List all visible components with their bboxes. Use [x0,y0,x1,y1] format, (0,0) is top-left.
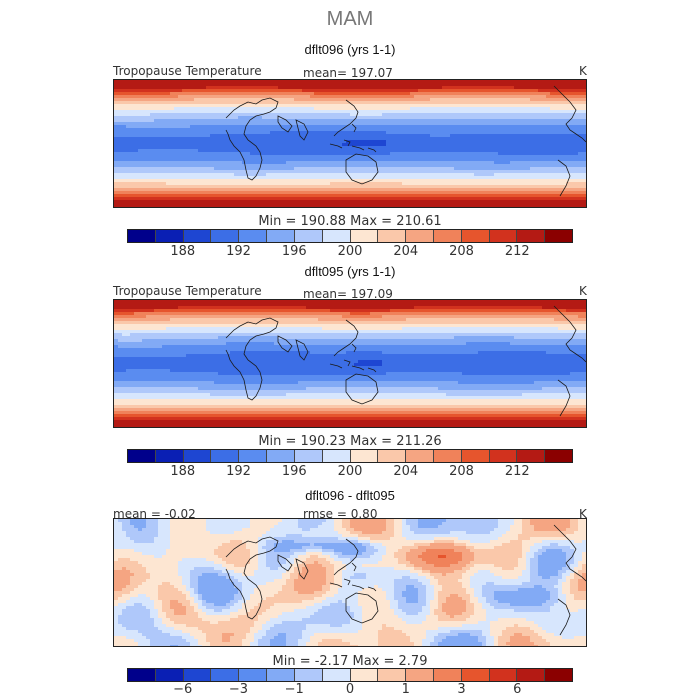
colorbar-swatch [406,230,434,242]
season-title: MAM [326,8,374,30]
panel-3-colorbar [127,668,573,682]
colorbar-swatch [211,669,240,681]
colorbar-swatch [267,669,295,681]
panel-2-variable-label: Tropopause Temperature [113,284,262,298]
colorbar-swatch [211,230,240,242]
colorbar-swatch [155,669,184,681]
colorbar-tick-label: 3 [457,682,466,697]
colorbar-swatch [517,230,546,242]
panel-3-map [113,518,587,647]
panel-2-colorbar-ticks: 188 192 196 200 204 208 212 [127,464,573,480]
colorbar-swatch [322,230,351,242]
colorbar-swatch [183,230,212,242]
panel-3-title: dflt096 - dflt095 [305,488,395,503]
colorbar-tick-label: 200 [337,464,363,479]
colorbar-swatch [461,669,490,681]
colorbar-swatch [322,450,351,462]
colorbar-swatch [350,450,379,462]
colorbar-swatch [239,669,268,681]
colorbar-swatch [489,669,518,681]
panel-3-rmse-label: rmse = 0.80 [303,507,378,521]
panel-1-map [113,79,587,208]
colorbar-swatch [545,230,572,242]
panel-1-colorbar [127,229,573,243]
colorbar-swatch [211,450,240,462]
colorbar-swatch [517,669,546,681]
panel-3-unit-label: K [579,507,587,521]
colorbar-swatch [461,450,490,462]
colorbar-tick-label: 208 [449,244,474,259]
colorbar-tick-label: 188 [170,244,196,259]
panel-2-unit-label: K [579,284,587,298]
colorbar-swatch [489,230,518,242]
colorbar-tick-label: −1 [284,682,304,697]
colorbar-tick-label: −3 [228,682,249,697]
colorbar-swatch [267,230,295,242]
colorbar-swatch [433,669,462,681]
colorbar-swatch [294,669,323,681]
panel-2-mean-label: mean= 197.09 [303,287,393,301]
colorbar-swatch [545,450,572,462]
colorbar-swatch [128,450,156,462]
colorbar-tick-label: 6 [513,682,522,697]
colorbar-swatch [128,669,156,681]
colorbar-tick-label: 204 [393,244,419,259]
colorbar-swatch [322,669,351,681]
colorbar-swatch [378,230,407,242]
colorbar-swatch [239,450,268,462]
colorbar-tick-label: 192 [226,464,251,479]
panel-2-colorbar [127,449,573,463]
colorbar-tick-label: 212 [504,244,530,259]
colorbar-tick-label: 208 [449,464,474,479]
colorbar-swatch [239,230,268,242]
colorbar-swatch [128,230,156,242]
panel-1-minmax: Min = 190.88 Max = 210.61 [258,214,442,229]
colorbar-tick-label: 196 [281,464,307,479]
panel-2-title: dflt095 (yrs 1-1) [304,264,396,279]
panel-3-colorbar-ticks: −6 −3 −1 0 1 3 6 [127,682,573,698]
colorbar-swatch [406,450,434,462]
panel-1-unit-label: K [579,64,587,78]
colorbar-swatch [517,450,546,462]
colorbar-swatch [433,230,462,242]
colorbar-swatch [294,450,323,462]
panel-2-map [113,299,587,428]
panel-3-mean-label: mean = -0.02 [113,507,196,521]
colorbar-tick-label: 200 [337,244,363,259]
colorbar-swatch [155,450,184,462]
colorbar-tick-label: 196 [281,244,307,259]
colorbar-tick-label: 1 [401,682,410,697]
colorbar-tick-label: 192 [226,244,251,259]
colorbar-swatch [155,230,184,242]
panel-1-title: dflt096 (yrs 1-1) [304,42,396,57]
colorbar-tick-label: 212 [504,464,530,479]
colorbar-swatch [406,669,434,681]
colorbar-swatch [267,450,295,462]
panel-1-colorbar-ticks: 188 192 196 200 204 208 212 [127,244,573,260]
colorbar-tick-label: 0 [345,682,355,697]
colorbar-tick-label: 204 [393,464,419,479]
colorbar-swatch [183,669,212,681]
panel-1-mean-label: mean= 197.07 [303,66,393,80]
colorbar-swatch [378,669,407,681]
colorbar-tick-label: 188 [170,464,196,479]
colorbar-swatch [294,230,323,242]
panel-2-minmax: Min = 190.23 Max = 211.26 [258,434,442,449]
colorbar-swatch [378,450,407,462]
panel-3-minmax: Min = -2.17 Max = 2.79 [272,654,428,669]
colorbar-tick-label: −6 [173,682,193,697]
colorbar-swatch [461,230,490,242]
panel-1-variable-label: Tropopause Temperature [113,64,262,78]
colorbar-swatch [350,669,379,681]
colorbar-swatch [350,230,379,242]
colorbar-swatch [433,450,462,462]
colorbar-swatch [489,450,518,462]
colorbar-swatch [183,450,212,462]
colorbar-swatch [545,669,572,681]
